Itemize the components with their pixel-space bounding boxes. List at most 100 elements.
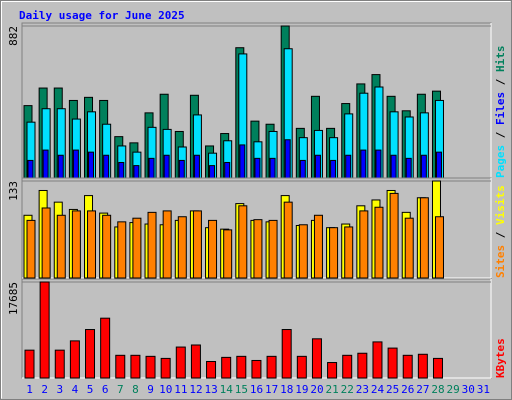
bar bbox=[208, 219, 218, 279]
legend-separator: / bbox=[494, 125, 507, 145]
legend-entry: Visits bbox=[494, 185, 507, 225]
bar bbox=[417, 353, 428, 379]
bar bbox=[42, 149, 49, 179]
bar bbox=[223, 229, 233, 279]
bar bbox=[117, 221, 127, 279]
y-tick-label: 17685 bbox=[7, 282, 20, 315]
legend-separator: / bbox=[494, 72, 507, 92]
bar bbox=[27, 159, 34, 179]
bar bbox=[284, 139, 291, 179]
bar bbox=[342, 354, 353, 379]
bar bbox=[41, 207, 51, 279]
bar bbox=[160, 357, 171, 379]
bar bbox=[88, 151, 95, 179]
x-tick-label: 21 bbox=[326, 383, 339, 396]
x-tick-label: 18 bbox=[280, 383, 293, 396]
bar bbox=[147, 211, 157, 279]
bar bbox=[253, 219, 263, 279]
bar bbox=[115, 354, 126, 379]
bar bbox=[268, 219, 278, 279]
bar bbox=[206, 360, 217, 379]
legend-entry: Pages bbox=[494, 145, 507, 178]
bar bbox=[162, 210, 172, 279]
x-tick-label: 8 bbox=[132, 383, 139, 396]
bar bbox=[72, 149, 79, 179]
bar bbox=[345, 154, 352, 179]
bar bbox=[344, 226, 354, 279]
bar bbox=[26, 219, 36, 279]
bar bbox=[296, 355, 307, 379]
x-tick-label: 23 bbox=[356, 383, 369, 396]
bar bbox=[175, 346, 186, 379]
x-tick-label: 25 bbox=[386, 383, 399, 396]
x-tick-label: 6 bbox=[102, 383, 109, 396]
bar bbox=[375, 149, 382, 179]
x-tick-label: 4 bbox=[72, 383, 79, 396]
legend-entry: KBytes bbox=[494, 338, 507, 378]
bar bbox=[87, 210, 97, 279]
bar bbox=[71, 210, 81, 279]
bar bbox=[389, 192, 399, 279]
bar bbox=[224, 161, 231, 179]
x-tick-label: 24 bbox=[371, 383, 385, 396]
x-tick-label: 17 bbox=[265, 383, 278, 396]
bar bbox=[103, 154, 110, 179]
x-tick-label: 30 bbox=[462, 383, 475, 396]
bar bbox=[57, 154, 64, 179]
bar bbox=[387, 347, 398, 379]
bar bbox=[432, 357, 443, 379]
bar bbox=[357, 352, 368, 379]
bar bbox=[435, 151, 442, 179]
x-tick-label: 3 bbox=[57, 383, 64, 396]
legend: Pages / Files / Hits bbox=[494, 46, 507, 179]
bar bbox=[327, 362, 338, 379]
bar bbox=[177, 216, 187, 279]
bar bbox=[298, 224, 308, 279]
bar bbox=[313, 214, 323, 279]
bar bbox=[193, 154, 200, 179]
legend-entry: Files bbox=[494, 92, 507, 125]
x-tick-label: 16 bbox=[250, 383, 263, 396]
x-tick-label: 9 bbox=[147, 383, 154, 396]
bar bbox=[419, 197, 429, 279]
bar bbox=[102, 214, 112, 279]
bar bbox=[163, 154, 170, 179]
legend-entry: Hits bbox=[494, 46, 507, 73]
bar bbox=[314, 154, 321, 179]
x-tick-label: 27 bbox=[416, 383, 429, 396]
bar bbox=[69, 340, 80, 379]
bar bbox=[54, 349, 65, 379]
bar bbox=[238, 205, 248, 279]
x-tick-label: 2 bbox=[41, 383, 48, 396]
legend-entry: Sites bbox=[494, 245, 507, 278]
bar bbox=[130, 354, 141, 379]
bar bbox=[148, 157, 155, 179]
bar bbox=[283, 201, 293, 279]
x-tick-label: 10 bbox=[159, 383, 172, 396]
bar bbox=[299, 159, 306, 179]
chart-title: Daily usage for June 2025 bbox=[19, 9, 185, 22]
bar bbox=[221, 356, 232, 379]
y-tick-label: 882 bbox=[7, 26, 20, 46]
bar bbox=[100, 317, 111, 379]
bar bbox=[374, 206, 384, 279]
bar bbox=[269, 157, 276, 179]
bar bbox=[24, 349, 35, 379]
legend: Sites / Visits bbox=[494, 185, 507, 278]
bar bbox=[56, 214, 66, 279]
bar bbox=[266, 355, 277, 379]
bar bbox=[239, 144, 246, 179]
bar bbox=[133, 165, 140, 179]
x-tick-label: 31 bbox=[477, 383, 490, 396]
bar bbox=[254, 157, 261, 179]
bar bbox=[190, 344, 201, 379]
bar bbox=[178, 159, 185, 179]
bar bbox=[209, 165, 216, 179]
bar bbox=[311, 338, 322, 379]
bar bbox=[251, 359, 262, 379]
x-tick-label: 5 bbox=[87, 383, 94, 396]
bar bbox=[359, 210, 369, 279]
